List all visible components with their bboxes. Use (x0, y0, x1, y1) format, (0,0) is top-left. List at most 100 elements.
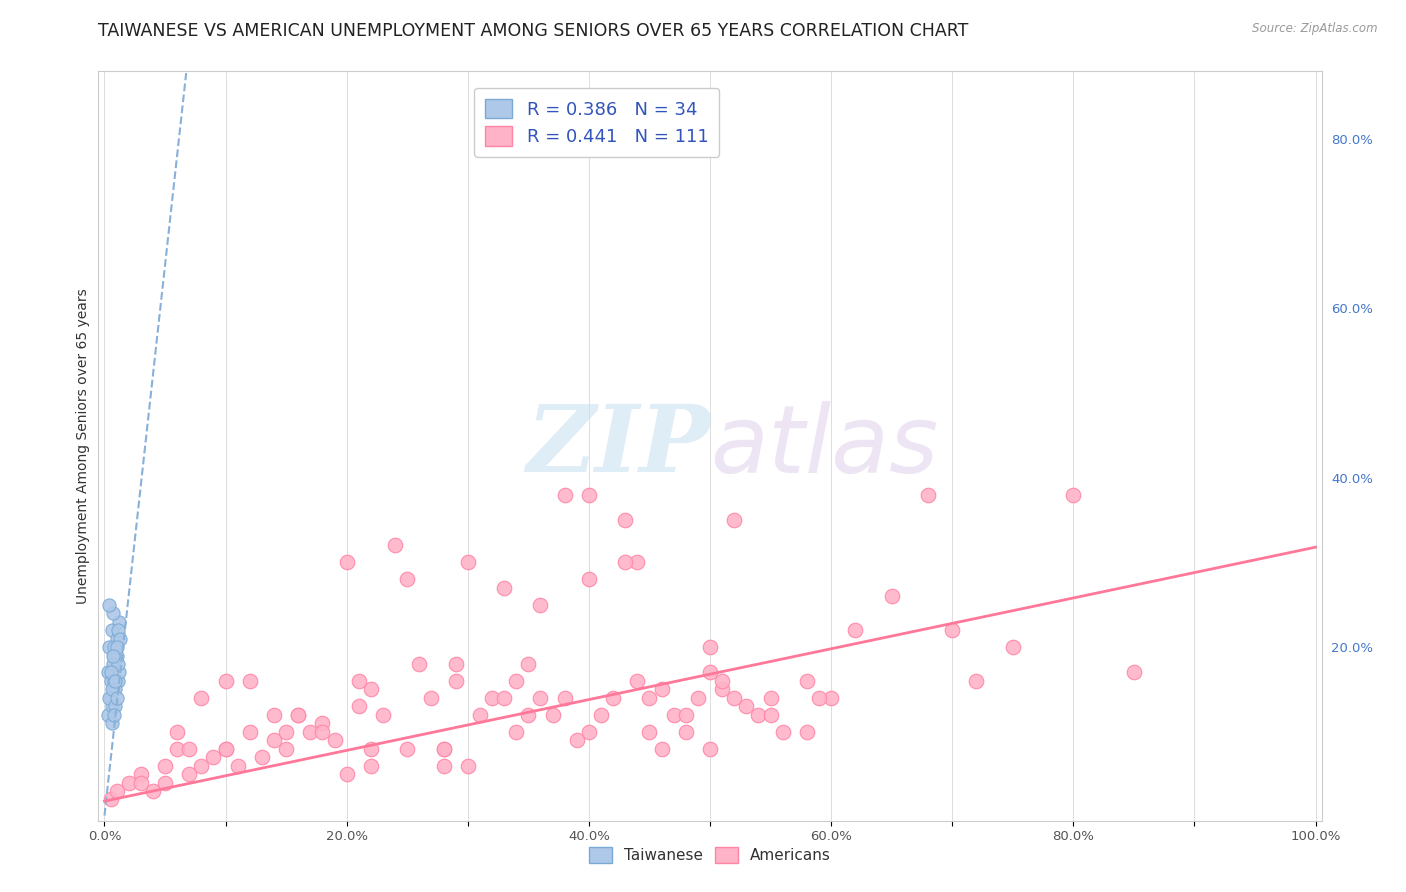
Point (723, 513, 745, 527)
Point (651, 741, 673, 756)
Point (100, 665, 122, 680)
Point (820, 690, 842, 705)
Point (101, 648, 124, 663)
Point (444, 657, 467, 671)
Point (98, 690, 121, 705)
Point (100, 623, 122, 637)
Point (347, 699, 370, 714)
Point (104, 682, 127, 697)
Point (100, 699, 122, 714)
Point (457, 556, 479, 570)
Text: ZIP: ZIP (526, 401, 710, 491)
Point (517, 657, 540, 671)
Point (432, 741, 454, 756)
Point (396, 741, 419, 756)
Point (396, 572, 419, 586)
Point (214, 673, 236, 688)
Point (101, 657, 124, 671)
Point (554, 690, 576, 705)
Point (98, 598, 121, 612)
Text: atlas: atlas (710, 401, 938, 491)
Point (711, 682, 734, 697)
Point (190, 758, 212, 772)
Point (97, 665, 120, 680)
Point (179, 767, 201, 781)
Point (505, 724, 527, 739)
Point (602, 132, 624, 146)
Point (723, 690, 745, 705)
Point (772, 724, 794, 739)
Point (626, 673, 648, 688)
Point (239, 724, 262, 739)
Point (699, 741, 721, 756)
Point (214, 741, 236, 756)
Point (541, 707, 564, 722)
Point (1062, 488, 1084, 502)
Point (103, 707, 125, 722)
Point (917, 488, 939, 502)
Point (880, 589, 903, 603)
Point (505, 673, 527, 688)
Point (129, 775, 152, 789)
Point (263, 733, 285, 747)
Point (105, 690, 128, 705)
Point (104, 673, 127, 688)
Point (1122, 665, 1144, 680)
Point (662, 707, 685, 722)
Point (100, 673, 122, 688)
Point (101, 682, 124, 697)
Point (589, 707, 612, 722)
Point (408, 657, 430, 671)
Point (941, 623, 963, 637)
Point (98, 640, 121, 654)
Point (675, 724, 697, 739)
Point (494, 690, 516, 705)
Point (250, 750, 273, 764)
Point (747, 707, 769, 722)
Point (226, 758, 249, 772)
Point (578, 488, 600, 502)
Point (444, 673, 467, 688)
Point (614, 556, 637, 570)
Point (105, 640, 128, 654)
Point (759, 690, 782, 705)
Point (517, 707, 540, 722)
Point (276, 741, 298, 756)
Point (759, 707, 782, 722)
Point (347, 673, 370, 688)
Point (323, 733, 346, 747)
Point (578, 724, 600, 739)
Point (104, 657, 127, 671)
Point (481, 690, 503, 705)
Point (129, 767, 152, 781)
Point (100, 690, 122, 705)
Point (420, 690, 443, 705)
Text: TAIWANESE VS AMERICAN UNEMPLOYMENT AMONG SENIORS OVER 65 YEARS CORRELATION CHART: TAIWANESE VS AMERICAN UNEMPLOYMENT AMONG… (98, 22, 969, 40)
Point (336, 556, 359, 570)
Point (626, 556, 648, 570)
Point (638, 724, 661, 739)
Point (100, 682, 122, 697)
Text: Source: ZipAtlas.com: Source: ZipAtlas.com (1253, 22, 1378, 36)
Point (104, 699, 127, 714)
Point (311, 724, 333, 739)
Y-axis label: Unemployment Among Seniors over 65 years: Unemployment Among Seniors over 65 years (76, 288, 90, 604)
Point (675, 707, 697, 722)
Point (651, 682, 673, 697)
Point (101, 606, 124, 620)
Point (202, 750, 225, 764)
Point (336, 767, 359, 781)
Point (602, 690, 624, 705)
Point (457, 758, 479, 772)
Point (432, 741, 454, 756)
Point (105, 784, 128, 798)
Point (153, 758, 176, 772)
Point (108, 665, 131, 680)
Point (554, 488, 576, 502)
Point (638, 690, 661, 705)
Point (614, 513, 637, 527)
Point (360, 758, 382, 772)
Point (529, 690, 551, 705)
Point (166, 724, 188, 739)
Point (100, 716, 122, 731)
